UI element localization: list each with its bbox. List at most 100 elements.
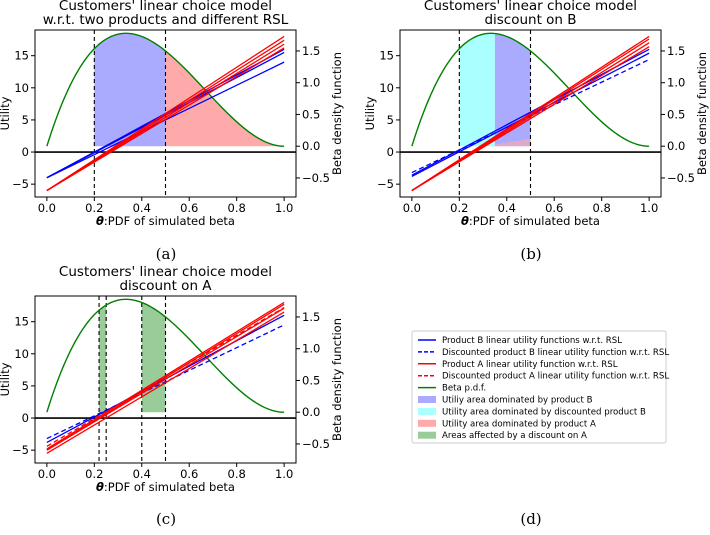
legend-label-3: Discounted product A linear utility func… (442, 372, 669, 382)
chart-title-c-0: Customers' linear choice model (59, 264, 272, 280)
y2tick-label-a-3: 1.0 (302, 76, 320, 90)
axes-frame-a (34, 29, 297, 198)
area-c-0 (99, 305, 107, 413)
plot-area-c (35, 296, 296, 463)
chart-title-b-0: Customers' linear choice model (424, 0, 637, 14)
legend-swatch-6 (418, 407, 436, 415)
xtick-label-a-1: 0.2 (85, 201, 103, 215)
x-axis-label-b: θ:PDF of simulated beta (461, 214, 600, 228)
utility-line-c-2-0 (46, 311, 285, 454)
legend-panel: Product B linear utility functions w.r.t… (411, 330, 669, 444)
legend-box (411, 330, 667, 444)
area-a-1 (165, 50, 285, 147)
legend-label-0: Product B linear utility functions w.r.t… (442, 336, 622, 346)
caption-a: (a) (156, 245, 177, 263)
xtick-label-a-2: 0.4 (133, 201, 151, 215)
legend-label-1: Discounted product B linear utility func… (442, 348, 669, 358)
y2tick-label-c-1: 0.0 (302, 405, 320, 419)
area-b-1 (494, 33, 531, 147)
xtick-label-a-0: 0.0 (38, 201, 56, 215)
legend-swatch-5 (418, 396, 436, 403)
ytick-label-b-1: 0 (387, 145, 394, 159)
ytick-label-a-0: −5 (12, 177, 29, 191)
chart-title-b-1: discount on B (484, 12, 576, 28)
ytick-label-a-3: 10 (14, 81, 29, 95)
ytick-label-b-3: 10 (379, 81, 394, 95)
utility-line-c-2-3 (46, 301, 285, 450)
y-axis-label-a: Utility (0, 96, 12, 130)
y2tick-label-c-3: 1.0 (302, 342, 320, 356)
xtick-label-c-1: 0.2 (85, 467, 103, 481)
xtick-label-c-3: 0.6 (180, 467, 198, 481)
utility-line-c-1-0 (46, 324, 285, 440)
area-a-0 (94, 33, 166, 147)
utility-line-b-2-3 (411, 35, 650, 192)
chart-title-a-1: w.r.t. two products and different RSL (43, 12, 289, 28)
y2-axis-label-c: Beta density function (330, 318, 344, 441)
caption-b: (b) (520, 245, 541, 263)
legend-label-5: Utiliy area dominated by product B (442, 396, 593, 406)
legend-label-4: Beta p.d.f. (442, 384, 486, 394)
ytick-label-a-1: 0 (22, 145, 29, 159)
y2tick-label-c-2: 0.5 (302, 373, 320, 387)
chart-panel-b: 0.0 0.2 0.4 0.6 0.8 1.0 −5 0 5 10 15 −0.5 0.0 0.5 1.0 1… (363, 0, 709, 228)
axes-frame-b (399, 29, 662, 198)
beta-pdf-curve-a (46, 32, 285, 147)
y-axis-label-c: Utility (0, 362, 12, 396)
legend-label-8: Areas affected by a discount on A (442, 431, 587, 441)
plot-area-a (35, 30, 296, 197)
legend-label-6: Utility area dominated by discounted pro… (442, 407, 646, 417)
xtick-label-c-5: 1.0 (275, 467, 293, 481)
xtick-label-b-2: 0.4 (498, 201, 516, 215)
y2tick-label-a-1: 0.0 (302, 139, 320, 153)
area-c-1 (141, 302, 166, 413)
legend-swatch-8 (418, 431, 436, 439)
ytick-label-a-4: 15 (14, 49, 29, 63)
y2tick-label-a-4: 1.5 (302, 44, 320, 58)
xtick-label-b-3: 0.6 (545, 201, 563, 215)
x-axis-label-c: θ:PDF of simulated beta (96, 480, 235, 494)
xtick-label-a-4: 0.8 (228, 201, 246, 215)
y2tick-label-b-4: 1.5 (667, 44, 685, 58)
area-b-2 (494, 138, 531, 147)
xtick-label-b-1: 0.2 (450, 201, 468, 215)
xtick-label-c-4: 0.8 (228, 467, 246, 481)
xtick-label-b-0: 0.0 (403, 201, 421, 215)
plot-area-b (400, 30, 661, 197)
ytick-label-b-0: −5 (377, 177, 394, 191)
chart-panel-c: 0.0 0.2 0.4 0.6 0.8 1.0 −5 0 5 10 15 −0.5 0.0 0.5 1.0 1… (0, 264, 344, 494)
ytick-label-c-4: 15 (14, 315, 29, 329)
chart-title-c-1: discount on A (119, 278, 212, 294)
y2tick-label-b-1: 0.0 (667, 139, 685, 153)
y2tick-label-b-2: 0.5 (667, 107, 685, 121)
xtick-label-b-5: 1.0 (640, 201, 658, 215)
ytick-label-c-0: −5 (12, 443, 29, 457)
y2-axis-label-b: Beta density function (695, 52, 709, 175)
legend-swatch-7 (418, 419, 436, 427)
utility-line-a-1-3 (46, 35, 285, 192)
chart-title-a-0: Customers' linear choice model (59, 0, 272, 14)
x-axis-label-a: θ:PDF of simulated beta (96, 214, 235, 228)
ytick-label-a-2: 5 (22, 113, 29, 127)
y2tick-label-a-0: −0.5 (302, 171, 330, 185)
xtick-label-b-4: 0.8 (593, 201, 611, 215)
y2tick-label-b-3: 1.0 (667, 76, 685, 90)
y2tick-label-c-0: −0.5 (302, 437, 330, 451)
xtick-label-c-2: 0.4 (133, 467, 151, 481)
y2tick-label-c-4: 1.5 (302, 310, 320, 324)
ytick-label-c-2: 5 (22, 379, 29, 393)
xtick-label-a-3: 0.6 (180, 201, 198, 215)
legend-label-2: Product A linear utility function w.r.t.… (442, 360, 618, 370)
ytick-label-c-1: 0 (22, 411, 29, 425)
ytick-label-b-2: 5 (387, 113, 394, 127)
y2tick-label-a-2: 0.5 (302, 107, 320, 121)
y-axis-label-b: Utility (363, 96, 377, 130)
legend-label-7: Utility area dominated by product A (442, 419, 596, 429)
ytick-label-c-3: 10 (14, 347, 29, 361)
beta-pdf-curve-c (46, 298, 285, 413)
ytick-label-b-4: 15 (379, 49, 394, 63)
area-b-0 (459, 33, 495, 147)
y2-axis-label-a: Beta density function (330, 52, 344, 175)
utility-line-c-3-0 (46, 307, 285, 447)
